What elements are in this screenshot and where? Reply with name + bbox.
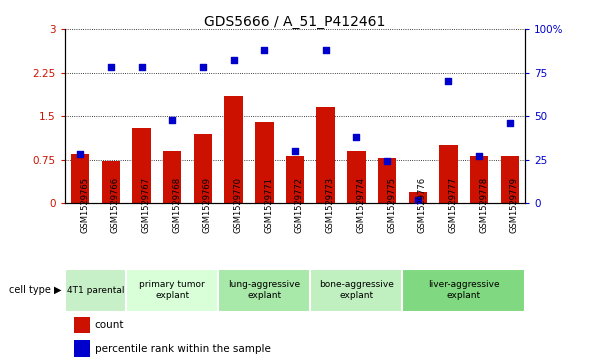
Bar — [378, 158, 396, 203]
Point — [444, 78, 453, 84]
Text: GSM1529771: GSM1529771 — [264, 177, 273, 233]
Point — [229, 57, 238, 63]
Text: GSM1529770: GSM1529770 — [234, 177, 242, 233]
Text: GSM1529772: GSM1529772 — [295, 177, 304, 233]
Bar — [74, 340, 90, 357]
Text: GSM1529774: GSM1529774 — [356, 177, 365, 233]
Text: percentile rank within the sample: percentile rank within the sample — [95, 344, 271, 354]
Bar — [310, 269, 402, 312]
Bar — [194, 134, 212, 203]
Text: lung-aggressive
explant: lung-aggressive explant — [228, 280, 300, 301]
Bar — [439, 145, 458, 203]
Text: GSM1529767: GSM1529767 — [142, 177, 150, 233]
Bar — [255, 122, 274, 203]
Point — [76, 152, 85, 158]
Text: count: count — [95, 321, 124, 330]
Bar — [101, 162, 120, 203]
Bar — [65, 269, 126, 312]
Text: cell type ▶: cell type ▶ — [9, 285, 62, 295]
Bar — [218, 269, 310, 312]
Point — [382, 159, 392, 164]
Bar — [286, 156, 304, 203]
Text: GSM1529778: GSM1529778 — [479, 177, 488, 233]
Text: liver-aggressive
explant: liver-aggressive explant — [428, 280, 500, 301]
Bar — [224, 96, 243, 203]
Text: GDS5666 / A_51_P412461: GDS5666 / A_51_P412461 — [204, 15, 386, 29]
Point — [321, 47, 330, 53]
Point — [137, 65, 146, 70]
Point — [505, 120, 514, 126]
Bar — [408, 192, 427, 203]
Point — [474, 153, 484, 159]
Point — [260, 47, 269, 53]
Text: GSM1529776: GSM1529776 — [418, 177, 427, 233]
Text: 4T1 parental: 4T1 parental — [67, 286, 124, 295]
Bar — [470, 156, 489, 203]
Point — [290, 148, 300, 154]
Point — [352, 134, 361, 140]
Text: GSM1529766: GSM1529766 — [111, 177, 120, 233]
Text: GSM1529769: GSM1529769 — [203, 177, 212, 233]
Text: primary tumor
explant: primary tumor explant — [139, 280, 205, 301]
Bar — [163, 151, 182, 203]
Point — [198, 65, 208, 70]
Point — [106, 65, 116, 70]
Text: GSM1529765: GSM1529765 — [80, 177, 89, 233]
Bar — [402, 269, 525, 312]
Point — [413, 197, 422, 203]
Bar — [500, 156, 519, 203]
Text: GSM1529777: GSM1529777 — [448, 177, 457, 233]
Bar — [126, 269, 218, 312]
Text: GSM1529768: GSM1529768 — [172, 177, 181, 233]
Bar — [347, 151, 366, 203]
Bar — [132, 128, 151, 203]
Bar — [74, 317, 90, 333]
Text: GSM1529775: GSM1529775 — [387, 177, 396, 233]
Point — [168, 117, 177, 123]
Bar — [71, 154, 90, 203]
Text: bone-aggressive
explant: bone-aggressive explant — [319, 280, 394, 301]
Bar — [316, 107, 335, 203]
Text: GSM1529773: GSM1529773 — [326, 177, 335, 233]
Text: GSM1529779: GSM1529779 — [510, 177, 519, 233]
